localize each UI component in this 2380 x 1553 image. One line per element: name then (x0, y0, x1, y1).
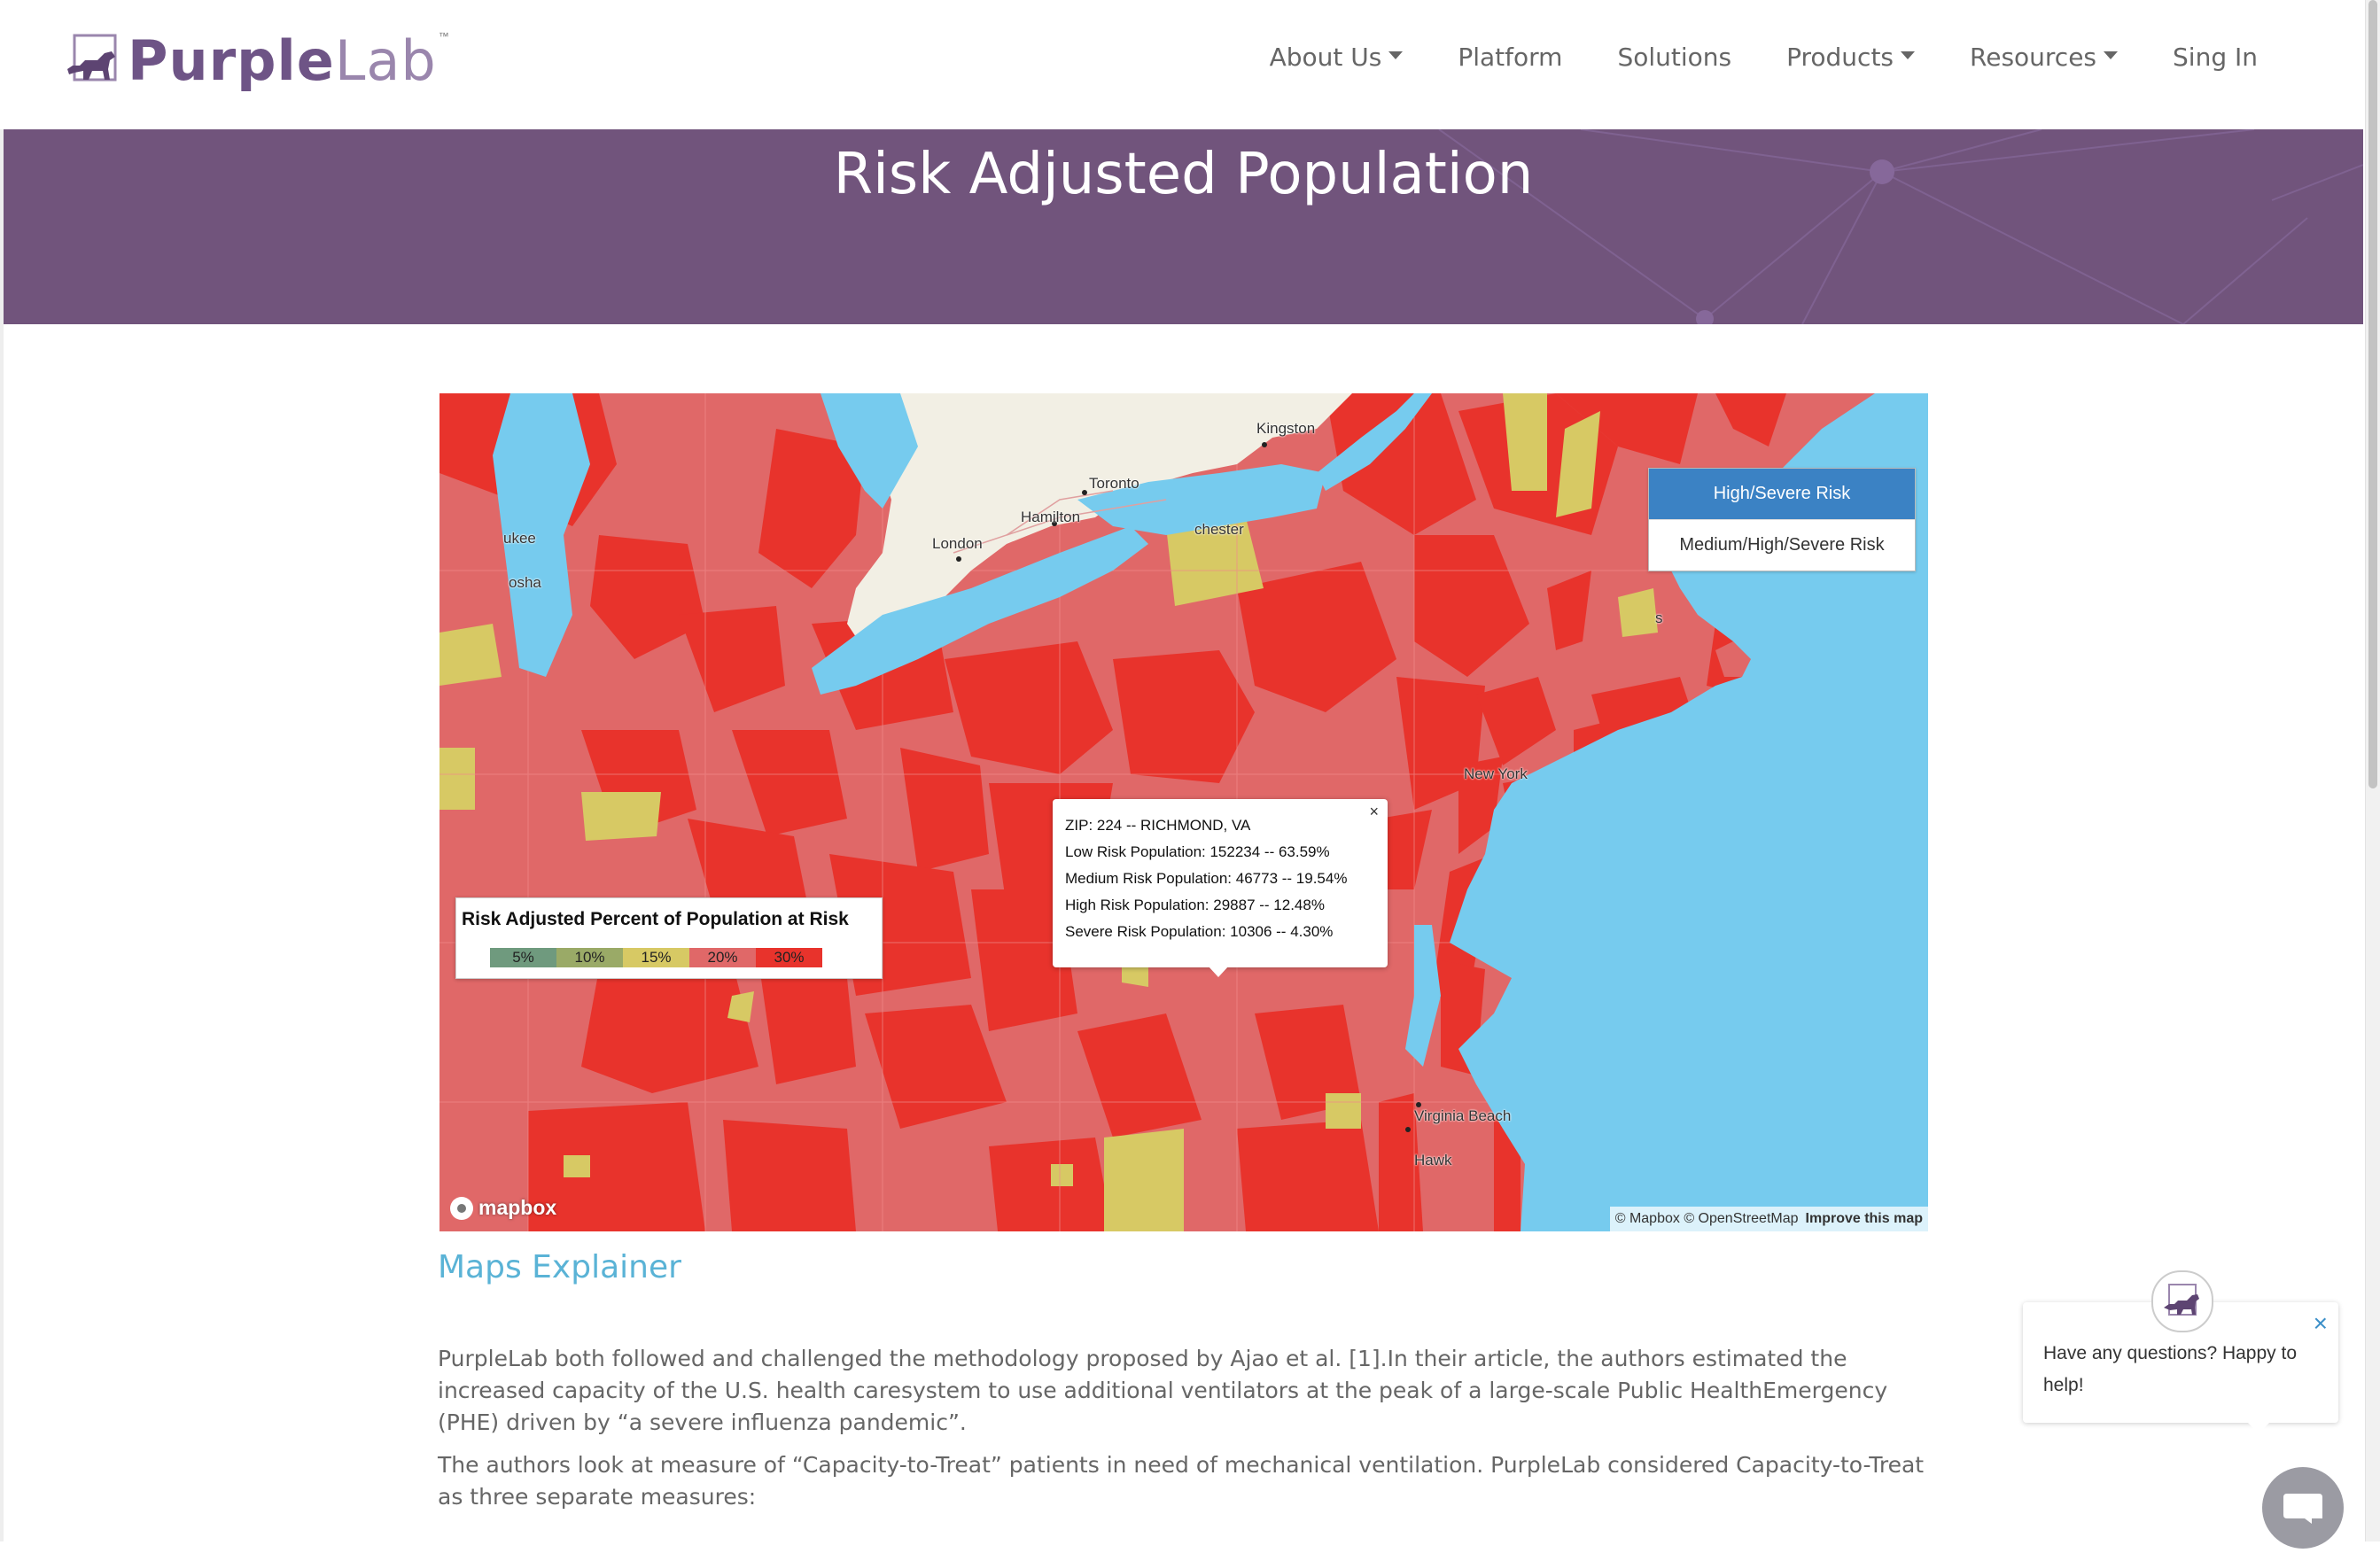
map-attribution: © Mapbox © OpenStreetMap Improve this ma… (1609, 1207, 1928, 1231)
main-menu: About Us Platform Solutions Products Res… (1215, 43, 2258, 72)
explainer-paragraph-1: PurpleLab both followed and challenged t… (438, 1346, 1888, 1435)
hero-banner: Risk Adjusted Population (4, 129, 2363, 324)
logo-trademark: ™ (438, 30, 449, 43)
popup-medium-risk-line: Medium Risk Population: 46773 -- 19.54% (1065, 870, 1348, 887)
dog-logo-icon (67, 34, 117, 82)
place-toronto: Toronto (1089, 475, 1139, 492)
chevron-down-icon (1901, 51, 1916, 59)
popup-low-risk-line: Low Risk Population: 152234 -- 63.59% (1065, 843, 1330, 860)
nav-sign-in[interactable]: Sing In (2173, 43, 2258, 72)
chevron-down-icon (1388, 51, 1404, 59)
close-icon[interactable]: × (2313, 1309, 2328, 1337)
legend-swatch-30: 30% (756, 948, 822, 967)
high-severe-risk-button[interactable]: High/Severe Risk (1649, 469, 1915, 519)
attribution-text[interactable]: © Mapbox © OpenStreetMap (1614, 1211, 1799, 1226)
nav-platform[interactable]: Platform (1458, 43, 1562, 72)
popup-zip-line: ZIP: 224 -- RICHMOND, VA (1065, 817, 1251, 834)
page-scrollbar[interactable] (2365, 0, 2380, 1541)
mapbox-logo[interactable]: mapbox (450, 1196, 556, 1220)
explainer-paragraph-2: The authors look at measure of “Capacity… (438, 1452, 1925, 1510)
nav-sign-in-label: Sing In (2173, 43, 2258, 72)
place-milwaukee: ukee (503, 530, 536, 547)
popup-pointer (1208, 966, 1229, 977)
improve-map-link[interactable]: Improve this map (1805, 1211, 1923, 1226)
page-title: Risk Adjusted Population (833, 142, 1534, 207)
place-rochester: chester (1194, 521, 1244, 538)
mapbox-logo-text: mapbox (478, 1196, 557, 1219)
close-icon[interactable]: × (1369, 803, 1379, 820)
legend-scale: 5% 10% 15% 20% 30% (490, 948, 822, 967)
logo-text-purple: Purple (128, 27, 335, 93)
legend-swatch-20: 20% (689, 948, 756, 967)
legend-swatch-10: 10% (556, 948, 623, 967)
risk-level-toggle: High/Severe Risk Medium/High/Severe Risk (1648, 468, 1916, 571)
nav-solutions-label: Solutions (1617, 43, 1732, 72)
zip-info-popup: × ZIP: 224 -- RICHMOND, VA Low Risk Popu… (1053, 799, 1388, 977)
dog-avatar-icon (2164, 1284, 2199, 1316)
place-boston: s (1655, 610, 1663, 626)
purplelab-logo[interactable]: Purple Lab ™ (62, 25, 449, 96)
popup-severe-risk-line: Severe Risk Population: 10306 -- 4.30% (1065, 923, 1334, 940)
logo-text-lab: Lab (334, 27, 437, 93)
mapbox-icon (450, 1196, 473, 1220)
scrollbar-thumb[interactable] (2368, 0, 2377, 788)
top-navbar: Purple Lab ™ About Us Platform Solutions P… (0, 0, 2366, 129)
place-virginia-beach: Virginia Beach (1414, 1107, 1512, 1124)
place-kenosha: osha (509, 574, 541, 591)
chat-avatar (2151, 1270, 2213, 1332)
chat-greeting-card[interactable]: × Have any questions? Happy to help! (2023, 1302, 2338, 1423)
place-hamilton: Hamilton (1021, 509, 1081, 525)
map-canvas[interactable] (439, 393, 1928, 1231)
place-london: London (932, 535, 983, 552)
place-new-york: New York (1464, 765, 1528, 782)
risk-map[interactable]: Kingston Toronto Hamilton London ukee os… (439, 393, 1928, 1231)
left-edge (0, 129, 4, 1541)
popup-high-risk-line: High Risk Population: 29887 -- 12.48% (1065, 897, 1325, 913)
section-title: Maps Explainer (438, 1249, 681, 1285)
nav-resources-label: Resources (1970, 43, 2097, 72)
nav-platform-label: Platform (1458, 43, 1563, 72)
nav-about-us-label: About Us (1269, 43, 1382, 72)
map-legend: Risk Adjusted Percent of Population at R… (455, 897, 883, 979)
chat-card-pointer (2246, 1421, 2271, 1433)
nav-products[interactable]: Products (1786, 43, 1916, 72)
chat-message: Have any questions? Happy to help! (2043, 1343, 2298, 1395)
place-kingston: Kingston (1256, 420, 1316, 437)
legend-swatch-15: 15% (623, 948, 689, 967)
chat-bubble-icon (2283, 1494, 2322, 1524)
nav-solutions[interactable]: Solutions (1617, 43, 1731, 72)
nav-resources[interactable]: Resources (1970, 43, 2119, 72)
nav-about-us[interactable]: About Us (1270, 43, 1404, 72)
chat-launcher-button[interactable] (2262, 1467, 2344, 1549)
nav-products-label: Products (1786, 43, 1894, 72)
place-kill-devil-hills: Hawk (1414, 1152, 1452, 1169)
legend-title: Risk Adjusted Percent of Population at R… (462, 909, 849, 929)
medium-high-severe-risk-button[interactable]: Medium/High/Severe Risk (1649, 519, 1915, 571)
chevron-down-icon (2104, 51, 2119, 59)
network-background-pattern (1438, 129, 2363, 324)
legend-swatch-5: 5% (490, 948, 556, 967)
